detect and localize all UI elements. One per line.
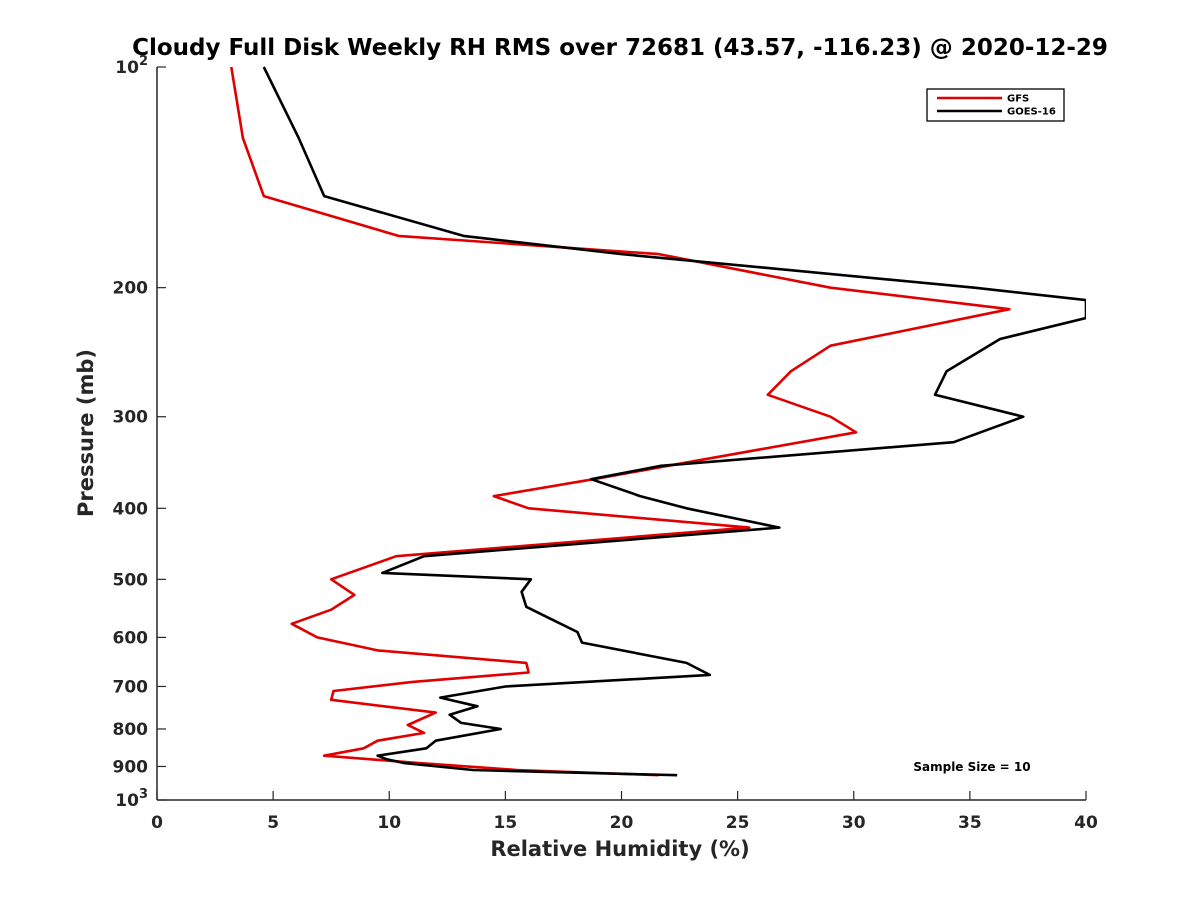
y-axis-label: Pressure (mb) <box>74 349 98 517</box>
x-tick-label: 35 <box>958 813 982 833</box>
y-tick-label: 900 <box>113 757 149 777</box>
x-tick-label: 40 <box>1074 813 1098 833</box>
legend-label-0: GFS <box>1007 94 1029 105</box>
x-tick-label: 20 <box>610 813 634 833</box>
x-tick-label: 0 <box>151 813 163 833</box>
y-tick-label: 500 <box>113 570 149 590</box>
sample-size-annotation: Sample Size = 10 <box>913 760 1030 774</box>
y-tick-label: 400 <box>113 499 149 519</box>
y-tick-label: 103 <box>115 787 148 811</box>
x-tick-label: 10 <box>377 813 401 833</box>
ticks-layer: 0 5 10 15 20 25 30 35 40 102 200 300 400 500 600 700 800… <box>113 54 1098 833</box>
x-tick-label: 25 <box>726 813 750 833</box>
axes-layer <box>156 67 1086 801</box>
x-tick-label: 5 <box>267 813 279 833</box>
series-line-goes-16 <box>262 66 1086 777</box>
y-tick-label: 600 <box>113 628 149 648</box>
chart-title: Cloudy Full Disk Weekly RH RMS over 7268… <box>132 35 1108 61</box>
y-tick-label: 800 <box>113 720 149 740</box>
y-tick-label: 700 <box>113 677 149 697</box>
x-tick-label: 30 <box>842 813 866 833</box>
legend-label-1: GOES-16 <box>1007 107 1056 118</box>
series-layer <box>230 66 1086 777</box>
legend: GFS GOES-16 <box>926 88 1065 122</box>
y-tick-label: 200 <box>113 279 149 299</box>
x-tick-label: 15 <box>494 813 518 833</box>
series-line-gfs <box>230 66 1011 777</box>
y-tick-label: 300 <box>113 408 149 428</box>
y-tick-label: 102 <box>115 54 148 78</box>
x-axis-label: Relative Humidity (%) <box>490 837 749 861</box>
legend-box <box>926 88 1065 122</box>
